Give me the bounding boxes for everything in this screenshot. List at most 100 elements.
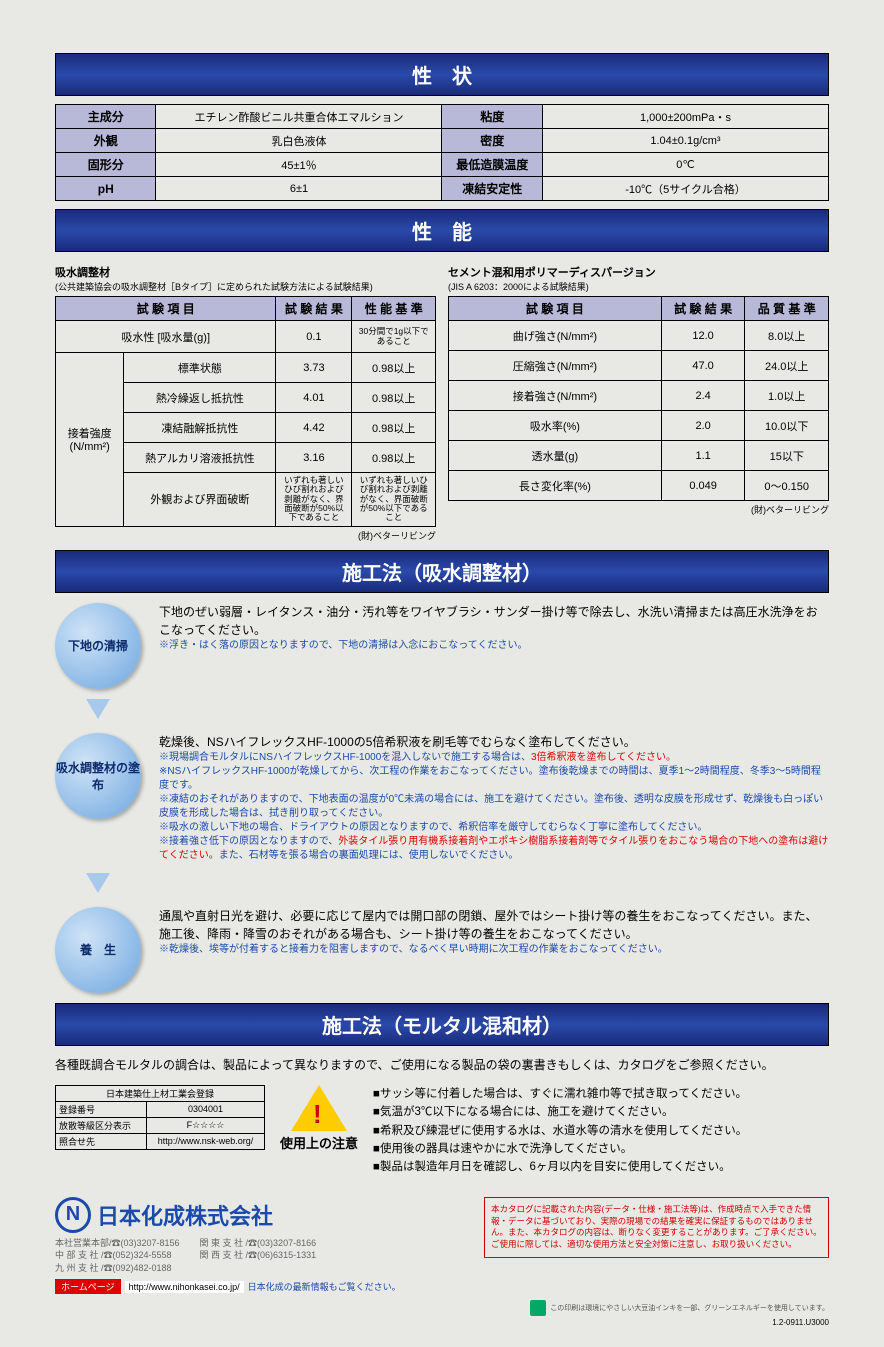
cell: 乳白色液体 xyxy=(156,129,442,153)
company-name: 日本化成株式会社 xyxy=(97,1199,273,1231)
th: 試 験 項 目 xyxy=(56,297,276,321)
cell: 曲げ強さ(N/mm²) xyxy=(449,321,662,351)
caution-item: ■希釈及び練混ぜに使用する水は、水道水等の清水を使用してください。 xyxy=(373,1122,747,1140)
caution-item: ■使用後の器具は速やかに水で洗浄してください。 xyxy=(373,1140,747,1158)
homepage-badge: ホームページ xyxy=(55,1279,121,1294)
banner-performance: 性 能 xyxy=(55,209,829,252)
cell: 15以下 xyxy=(745,441,829,471)
cell: 最低造膜温度 xyxy=(442,153,542,177)
cell: F☆☆☆☆ xyxy=(146,1117,264,1133)
cell: 4.01 xyxy=(276,383,352,413)
homepage-jp: 日本化成の最新情報もご覧ください。 xyxy=(248,1280,401,1293)
cell: 圧縮強さ(N/mm²) xyxy=(449,351,662,381)
cell: 密度 xyxy=(442,129,542,153)
cell: 0℃ xyxy=(542,153,828,177)
cell: pH xyxy=(56,177,156,201)
cell: 熱アルカリ溶液抵抗性 xyxy=(124,443,276,473)
cell: 照合せ先 xyxy=(56,1133,147,1149)
document-number: 1.2-0911.U3000 xyxy=(55,1318,829,1327)
cell: 47.0 xyxy=(661,351,745,381)
th: 試 験 結 果 xyxy=(276,297,352,321)
perf-left-subtitle: (公共建築協会の吸水調整材［Bタイプ］に定められた試験方法による試験結果) xyxy=(55,280,436,293)
cell: 凍結安定性 xyxy=(442,177,542,201)
soy-ink-note: この印刷は環境にやさしい大豆油インキを一部、グリーンエネルギーを使用しています。 xyxy=(55,1300,829,1316)
cell: 1.0以上 xyxy=(745,381,829,411)
arrow-icon xyxy=(55,873,141,897)
caution-item: ■気温が3℃以下になる場合には、施工を避けてください。 xyxy=(373,1103,747,1121)
banner-construction1: 施工法（吸水調整材） xyxy=(55,550,829,593)
contacts-left: 本社営業本部/☎(03)3207-8156 中 部 支 社 /☎(052)324… xyxy=(55,1237,180,1275)
cell: いずれも著しいひび割れおよび剥離がなく、界面破断が50%以下であること xyxy=(352,473,436,527)
th: 性 能 基 準 xyxy=(352,297,436,321)
caution-item: ■製品は製造年月日を確認し、6ヶ月以内を目安に使用してください。 xyxy=(373,1158,747,1176)
cell: 接着強さ(N/mm²) xyxy=(449,381,662,411)
cell: -10℃（5サイクル合格） xyxy=(542,177,828,201)
cell: 12.0 xyxy=(661,321,745,351)
cell: 固形分 xyxy=(56,153,156,177)
disclaimer-box: 本カタログに記載された内容(データ・仕様・施工法等)は、作成時点で入手できた情報… xyxy=(484,1197,829,1259)
cell: 4.42 xyxy=(276,413,352,443)
banner-construction2: 施工法（モルタル混和材） xyxy=(55,1003,829,1046)
caution-list: ■サッシ等に付着した場合は、すぐに濡れ雑巾等で拭き取ってください。■気温が3℃以… xyxy=(373,1085,747,1177)
arrow-icon xyxy=(55,699,141,723)
step2-note: ※現場調合モルタルにNSハイフレックスHF-1000を混入しないで施工する場合は… xyxy=(159,751,829,765)
cell: 接着強度 (N/mm²) xyxy=(56,353,124,527)
perf-right-subtitle: (JIS A 6203：2000による試験結果) xyxy=(448,280,829,293)
cell: 2.4 xyxy=(661,381,745,411)
cell: 24.0以上 xyxy=(745,351,829,381)
cell: 30分間で1g以下であること xyxy=(352,321,436,353)
step1-note: ※浮き・はく落の原因となりますので、下地の清掃は入念におこなってください。 xyxy=(159,639,829,653)
th: 品 質 基 準 xyxy=(745,297,829,321)
cell: 1.1 xyxy=(661,441,745,471)
th: 試 験 結 果 xyxy=(661,297,745,321)
cell: 日本建築仕上材工業会登録 xyxy=(56,1085,265,1101)
homepage-url: http://www.nihonkasei.co.jp/ xyxy=(125,1281,244,1293)
cell: 8.0以上 xyxy=(745,321,829,351)
step3-text: 通風や直射日光を避け、必要に応じて屋内では開口部の閉鎖、屋外ではシート掛け等の養… xyxy=(159,907,829,943)
cell: 0.98以上 xyxy=(352,353,436,383)
caution-label: 使用上の注意 xyxy=(280,1133,358,1152)
cell: 0.98以上 xyxy=(352,383,436,413)
cell: 3.16 xyxy=(276,443,352,473)
perf-left-title: 吸水調整材 xyxy=(55,264,436,280)
cell: 3.73 xyxy=(276,353,352,383)
soy-icon xyxy=(530,1300,546,1316)
step2-text: 乾燥後、NSハイフレックスHF-1000の5倍希釈液を刷毛等でむらなく塗布してく… xyxy=(159,733,829,751)
cell: 0.1 xyxy=(276,321,352,353)
cell: 2.0 xyxy=(661,411,745,441)
cell: エチレン酢酸ビニル共重合体エマルション xyxy=(156,105,442,129)
logo-icon: N xyxy=(55,1197,91,1233)
contacts-right: 関 東 支 社 /☎(03)3207-8166 関 西 支 社 /☎(06)63… xyxy=(200,1237,317,1275)
perf-right-title: セメント混和用ポリマーディスパージョン xyxy=(448,264,829,280)
cell: 凍結融解抵抗性 xyxy=(124,413,276,443)
cell: 0～0.150 xyxy=(745,471,829,501)
step2-note: ※凍結のおそれがありますので、下地表面の温度が0℃未満の場合には、施工を避けてく… xyxy=(159,793,829,821)
cell: 外観 xyxy=(56,129,156,153)
cell: 10.0以下 xyxy=(745,411,829,441)
company-logo: N 日本化成株式会社 xyxy=(55,1197,469,1233)
step3-note: ※乾燥後、埃等が付着すると接着力を阻害しますので、なるべく早い時期に次工程の作業… xyxy=(159,943,829,957)
caution-item: ■サッシ等に付着した場合は、すぐに濡れ雑巾等で拭き取ってください。 xyxy=(373,1085,747,1103)
cell: 0.98以上 xyxy=(352,443,436,473)
cell: 0.049 xyxy=(661,471,745,501)
cell: 長さ変化率(%) xyxy=(449,471,662,501)
cell: 登録番号 xyxy=(56,1101,147,1117)
perf-right-table: 試 験 項 目 試 験 結 果 品 質 基 準 曲げ強さ(N/mm²)12.08… xyxy=(448,296,829,501)
th: 試 験 項 目 xyxy=(449,297,662,321)
cell: 1.04±0.1g/cm³ xyxy=(542,129,828,153)
cell: 6±1 xyxy=(156,177,442,201)
step2-note: ※NSハイフレックスHF-1000が乾燥してから、次工程の作業をおこなってくださ… xyxy=(159,765,829,793)
warning-icon: 使用上の注意 xyxy=(280,1085,358,1152)
perf-right-source: (財)ベターリビング xyxy=(448,503,829,516)
step1-circle: 下地の清掃 xyxy=(55,603,141,689)
cell: 標準状態 xyxy=(124,353,276,383)
step2-note: ※吸水の激しい下地の場合、ドライアウトの原因となりますので、希釈倍率を厳守してむ… xyxy=(159,821,829,835)
step3-circle: 養 生 xyxy=(55,907,141,993)
cell: 透水量(g) xyxy=(449,441,662,471)
step2-circle: 吸水調整材の塗布 xyxy=(55,733,141,819)
mortar-text: 各種既調合モルタルの調合は、製品によって異なりますので、ご使用になる製品の袋の裏… xyxy=(55,1056,829,1073)
banner-properties: 性 状 xyxy=(55,53,829,96)
step2-note: ※接着強さ低下の原因となりますので、外装タイル張り用有機系接着剤やエポキシ樹脂系… xyxy=(159,835,829,863)
cell: いずれも著しいひび割れおよび剥離がなく、界面破断が50%以下であること xyxy=(276,473,352,527)
cell: 吸水性 [吸水量(g)] xyxy=(56,321,276,353)
